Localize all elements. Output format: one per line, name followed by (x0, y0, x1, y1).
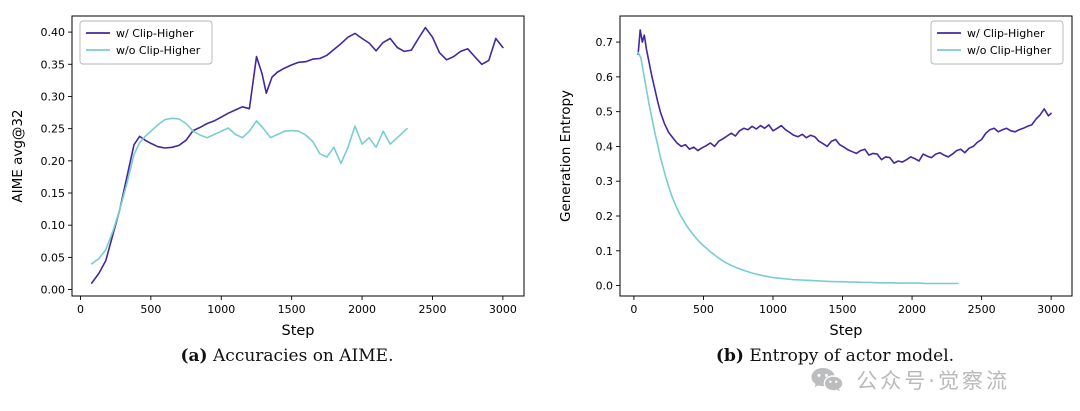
caption-b-text: Entropy of actor model. (749, 346, 955, 366)
figure-panel: 0 500 1000 1500 2000 2500 3000 0.00 0.05 0.10 0.15… (6, 4, 1080, 366)
x-tick-label: 500 (140, 303, 161, 316)
legend-box (79, 20, 213, 65)
figure-b: 0 500 1000 1500 2000 2500 3000 0.0 0.1 0.2 0.3 0.4 0… (554, 4, 1080, 366)
y-tick-label: 0.3 (596, 175, 614, 188)
y-tick-label: 0.7 (596, 36, 614, 49)
series-line-w-o-clip-higher (637, 51, 959, 285)
legend-entry-label: w/o Clip-Higher (967, 44, 1052, 57)
legend: w/ Clip-Higher w/o Clip-Higher (79, 20, 213, 65)
x-tick-label: 3000 (1037, 303, 1065, 316)
watermark-text: 公众号·觉察流 (856, 369, 1010, 393)
x-tick-label: 2500 (418, 303, 446, 316)
chart-a-aime-accuracy: 0 500 1000 1500 2000 2500 3000 0.00 0.05 0.10 0.15… (10, 15, 525, 338)
series-line-w-clip-higher (637, 29, 1052, 164)
y-tick-label: 0.1 (596, 245, 614, 258)
series-line-w-clip-higher (90, 26, 504, 284)
x-axis-label: Step (281, 323, 314, 338)
legend-entry-label: w/ Clip-Higher (967, 27, 1045, 40)
x-axis-label: Step (829, 323, 862, 338)
y-tick-label: 0.20 (41, 155, 66, 168)
wechat-icon (811, 368, 843, 392)
caption-b-label: (b) (715, 346, 744, 366)
x-tick-label: 2000 (898, 303, 926, 316)
x-tick-label: 1500 (829, 303, 857, 316)
x-tick-label: 1000 (759, 303, 787, 316)
legend-entry-label: w/o Clip-Higher (116, 44, 201, 57)
caption-b: (b) Entropy of actor model. (554, 346, 1080, 366)
x-tick-label: 1500 (278, 303, 306, 316)
y-axis-label: AIME avg@32 (10, 109, 26, 202)
y-axis-label: Generation Entropy (558, 90, 574, 222)
caption-a-text: Accuracies on AIME. (213, 346, 394, 366)
x-tick-label: 0 (630, 303, 637, 316)
y-tick-label: 0.2 (596, 210, 614, 223)
y-tick-label: 0.40 (41, 26, 66, 39)
x-tick-label: 2500 (968, 303, 996, 316)
y-tick-label: 0.25 (41, 123, 66, 136)
axes: 0 500 1000 1500 2000 2500 3000 0.00 0.05 0.10 0.15… (10, 26, 517, 338)
axes: 0 500 1000 1500 2000 2500 3000 0.0 0.1 0.2 0.3 0.4 0… (558, 36, 1065, 338)
x-tick-label: 0 (77, 303, 84, 316)
watermark: 公众号·觉察流 (810, 365, 1010, 395)
x-tick-label: 3000 (489, 303, 517, 316)
y-tick-label: 0.00 (41, 284, 66, 297)
y-tick-label: 0.4 (596, 140, 614, 153)
y-tick-label: 0.0 (596, 280, 614, 293)
x-tick-label: 500 (693, 303, 714, 316)
y-tick-label: 0.35 (41, 58, 66, 71)
chart-b-generation-entropy: 0 500 1000 1500 2000 2500 3000 0.0 0.1 0.2 0.3 0.4 0… (558, 15, 1073, 338)
y-tick-label: 0.30 (41, 90, 66, 103)
y-tick-label: 0.15 (41, 187, 66, 200)
legend: w/ Clip-Higher w/o Clip-Higher (930, 20, 1064, 65)
plot-frame (619, 15, 1073, 297)
x-tick-label: 1000 (207, 303, 235, 316)
series-line-w-o-clip-higher (90, 117, 408, 265)
y-tick-label: 0.5 (596, 106, 614, 119)
legend-entry-label: w/ Clip-Higher (116, 27, 194, 40)
caption-a-label: (a) (180, 346, 208, 366)
y-tick-label: 0.10 (41, 219, 66, 232)
x-tick-label: 2000 (348, 303, 376, 316)
caption-a: (a) Accuracies on AIME. (6, 346, 532, 366)
y-tick-label: 0.05 (41, 251, 66, 264)
y-tick-label: 0.6 (596, 71, 614, 84)
figure-a: 0 500 1000 1500 2000 2500 3000 0.00 0.05 0.10 0.15… (6, 4, 532, 366)
plot-frame (71, 15, 525, 297)
legend-box (930, 20, 1064, 65)
